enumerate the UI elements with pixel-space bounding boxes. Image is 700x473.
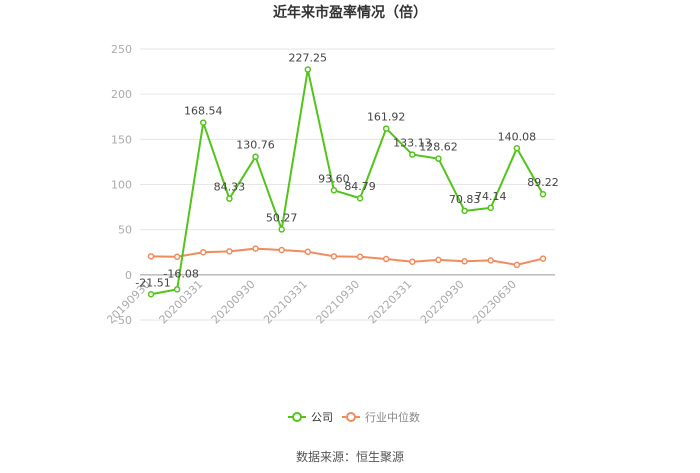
- x-tick-label: 20210331: [261, 278, 310, 327]
- legend-marker-icon: [346, 412, 356, 422]
- data-label: -21.51: [135, 276, 170, 289]
- industry-median-point[interactable]: [147, 253, 155, 260]
- x-tick-label: 20230630: [470, 278, 519, 327]
- industry-median-point[interactable]: [356, 253, 364, 261]
- data-label: 84.33: [214, 181, 246, 194]
- legend[interactable]: 公司 行业中位数: [288, 410, 420, 424]
- data-label: 89.22: [527, 176, 559, 189]
- y-tick-label: 0: [125, 269, 132, 282]
- company-point[interactable]: [252, 153, 259, 160]
- company-point[interactable]: [173, 286, 181, 293]
- series-layer: [147, 66, 547, 298]
- data-labels: -21.51-16.08 168.54 84.33 130.76 50.27 227.25…: [135, 52, 558, 290]
- company-point[interactable]: [513, 145, 521, 152]
- y-axis: 250 200 150 100 50 0 -50: [111, 43, 132, 327]
- industry-median-point[interactable]: [226, 248, 233, 255]
- industry-median-point[interactable]: [200, 249, 207, 256]
- company-point[interactable]: [147, 291, 155, 298]
- x-tick-label: 20220331: [366, 278, 415, 327]
- x-tick-label: 20220930: [418, 278, 467, 327]
- industry-median-point[interactable]: [278, 246, 285, 254]
- data-label: -16.08: [163, 267, 198, 280]
- industry-median-point[interactable]: [304, 248, 312, 256]
- industry-median-point[interactable]: [252, 245, 259, 252]
- company-point[interactable]: [200, 119, 207, 126]
- company-point[interactable]: [330, 187, 338, 194]
- y-tick-label: 50: [118, 224, 132, 237]
- data-source: 数据来源：恒生聚源: [296, 449, 404, 464]
- company-point[interactable]: [461, 207, 468, 215]
- industry-median-point[interactable]: [330, 253, 338, 260]
- data-label: 130.76: [236, 139, 275, 152]
- y-tick-label: 100: [111, 179, 132, 192]
- company-point[interactable]: [409, 151, 416, 158]
- industry-median-point[interactable]: [173, 253, 181, 261]
- company-point[interactable]: [278, 226, 285, 233]
- company-point[interactable]: [356, 194, 364, 202]
- data-label: 227.25: [289, 52, 328, 65]
- industry-median-point[interactable]: [487, 257, 494, 264]
- legend-label: 行业中位数: [365, 410, 420, 424]
- data-label: 84.79: [344, 180, 376, 193]
- data-label: 74.14: [475, 190, 507, 203]
- legend-item-industry-median[interactable]: 行业中位数: [342, 410, 420, 424]
- industry-median-point[interactable]: [539, 255, 547, 262]
- company-point[interactable]: [539, 190, 547, 198]
- industry-median-point[interactable]: [382, 255, 390, 263]
- legend-marker-icon: [292, 412, 302, 422]
- data-label: 93.60: [318, 172, 350, 185]
- data-label: 50.27: [266, 211, 298, 224]
- data-label: 161.92: [367, 111, 406, 124]
- y-tick-label: 200: [111, 88, 132, 101]
- company-line: [150, 68, 544, 296]
- data-label: 133.13: [393, 137, 432, 150]
- x-tick-label: 20200930: [209, 278, 258, 327]
- company-point[interactable]: [487, 204, 494, 212]
- industry-median-point[interactable]: [435, 256, 442, 264]
- data-label: 140.08: [498, 130, 537, 143]
- industry-median-point[interactable]: [513, 261, 521, 269]
- chart-title: 近年来市盈率情况（倍）: [273, 4, 427, 21]
- x-tick-label: 20210930: [313, 278, 362, 327]
- company-point[interactable]: [435, 155, 442, 162]
- y-tick-label: 150: [111, 133, 132, 146]
- company-point[interactable]: [304, 66, 312, 73]
- legend-label: 公司: [311, 411, 333, 424]
- industry-median-point[interactable]: [461, 258, 468, 265]
- company-point[interactable]: [382, 125, 390, 132]
- data-label: 168.54: [184, 105, 223, 118]
- data-label: 70.83: [449, 193, 481, 206]
- y-tick-label: 250: [111, 43, 132, 56]
- y-tick-label: -50: [114, 314, 132, 327]
- company-point[interactable]: [226, 195, 233, 202]
- industry-median-point[interactable]: [409, 258, 416, 265]
- data-label: 128.62: [419, 141, 458, 154]
- industry-median-line: [150, 247, 544, 266]
- legend-item-company[interactable]: 公司: [288, 411, 333, 424]
